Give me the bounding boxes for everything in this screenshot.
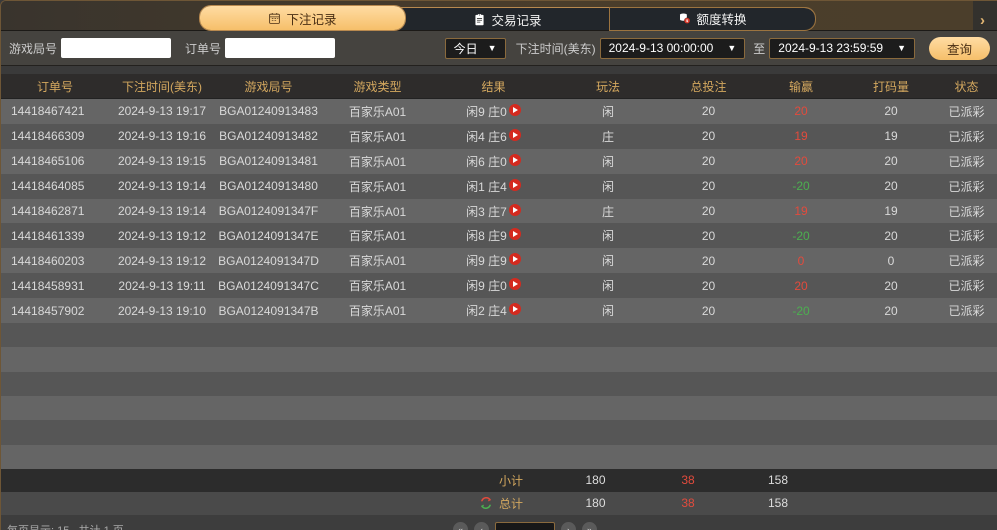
svg-text:$: $ xyxy=(687,19,689,23)
